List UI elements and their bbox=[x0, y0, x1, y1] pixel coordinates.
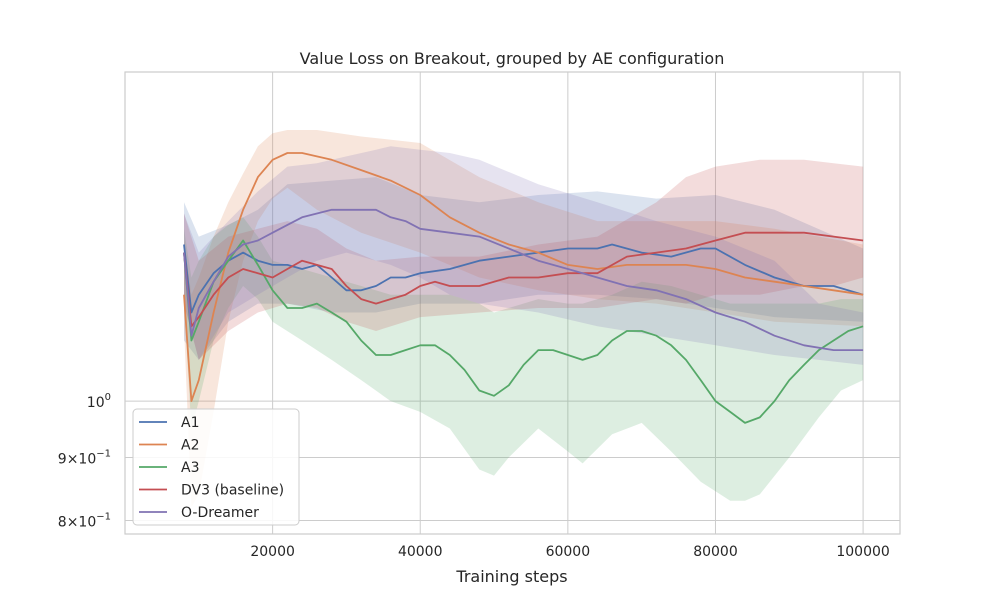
legend-label-a1: A1 bbox=[181, 415, 199, 431]
x-tick-label-1: 40000 bbox=[398, 544, 443, 560]
legend-label-dv3-baseline: DV3 (baseline) bbox=[181, 483, 284, 499]
series-line-a3 bbox=[183, 239, 864, 424]
y-tick-label-1: 9×10−1 bbox=[58, 448, 111, 467]
legend-box bbox=[132, 408, 300, 526]
series-line-dv3-baseline bbox=[183, 231, 864, 328]
legend-label-a3: A3 bbox=[181, 460, 199, 476]
series-lines bbox=[183, 152, 864, 424]
x-tick-label-0: 20000 bbox=[250, 544, 295, 560]
x-tick-labels: 20000 40000 60000 80000 100000 bbox=[250, 544, 889, 560]
x-tick-label-2: 60000 bbox=[546, 544, 591, 560]
series-line-o-dreamer bbox=[183, 208, 864, 352]
confidence-bands bbox=[184, 130, 864, 508]
band-dv3-baseline bbox=[184, 159, 864, 360]
legend: A1 A2 A3 DV3 (baseline) O-Dreamer bbox=[132, 408, 300, 526]
band-a1 bbox=[184, 177, 864, 360]
x-tick-label-3: 80000 bbox=[693, 544, 738, 560]
x-axis-label: Training steps bbox=[455, 567, 567, 586]
band-a3 bbox=[184, 217, 864, 501]
band-a2 bbox=[184, 130, 864, 508]
y-tick-label-0: 8×10−1 bbox=[58, 511, 111, 530]
legend-label-o-dreamer: O-Dreamer bbox=[181, 505, 259, 521]
chart-title: Value Loss on Breakout, grouped by AE co… bbox=[300, 49, 725, 68]
series-line-a1 bbox=[183, 243, 864, 314]
x-tick-label-4: 100000 bbox=[836, 544, 889, 560]
y-tick-labels: 8×10−1 9×10−1 100 bbox=[58, 392, 111, 530]
band-o-dreamer bbox=[184, 146, 864, 365]
legend-label-a2: A2 bbox=[181, 438, 199, 454]
y-tick-label-2: 100 bbox=[87, 392, 111, 411]
plot-frame bbox=[124, 71, 901, 535]
series-line-a2 bbox=[183, 152, 864, 403]
